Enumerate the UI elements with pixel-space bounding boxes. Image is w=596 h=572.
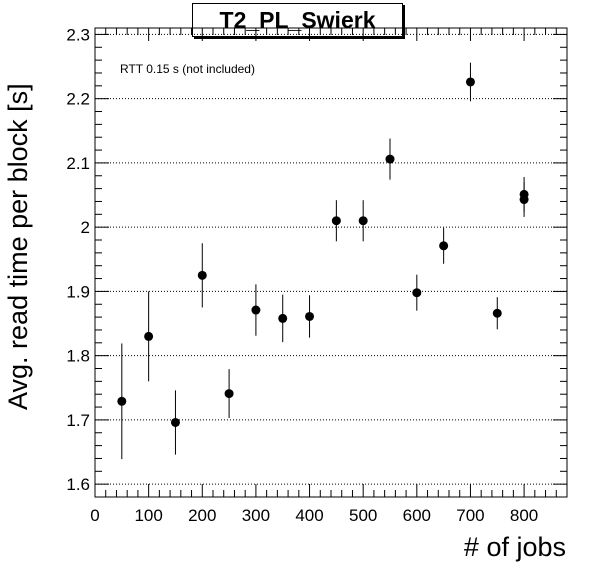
- y-tick-label: 2.1: [66, 154, 90, 173]
- x-tick-label: 600: [403, 506, 431, 525]
- data-point: [144, 331, 154, 341]
- plot-frame-rect: [94, 27, 568, 498]
- rtt-annotation: RTT 0.15 s (not included): [120, 62, 255, 76]
- data-point: [492, 308, 502, 318]
- x-axis-title: # of jobs: [464, 532, 566, 562]
- data-point: [224, 389, 234, 399]
- error-bars: [121, 62, 525, 460]
- y-axis-title: Avg. read time per block [s]: [3, 83, 33, 410]
- tick-labels: 0 100 200 300 400 500 600 700 800 1.6 1.7 1.8 1.9 2 2.…: [66, 25, 538, 525]
- data-points: [117, 77, 529, 427]
- y-tick-label: 1.9: [66, 282, 90, 301]
- x-tick-label: 400: [295, 506, 323, 525]
- data-point: [358, 216, 368, 226]
- data-point: [251, 305, 261, 315]
- plot-frame: [94, 27, 568, 498]
- y-tick-label: 2.2: [66, 90, 90, 109]
- y-tick-label: 1.8: [66, 347, 90, 366]
- x-tick-label: 0: [90, 506, 99, 525]
- x-tick-label: 800: [510, 506, 538, 525]
- data-point: [331, 216, 341, 226]
- data-point: [439, 241, 449, 251]
- data-point: [385, 154, 395, 164]
- y-tick-label: 1.7: [66, 411, 90, 430]
- axis-ticks: [94, 28, 568, 498]
- x-tick-label: 700: [456, 506, 484, 525]
- data-point: [305, 311, 315, 321]
- data-point: [412, 288, 422, 298]
- y-tick-label: 2.3: [66, 25, 90, 44]
- y-tick-label: 2: [81, 218, 90, 237]
- x-tick-label: 100: [134, 506, 162, 525]
- data-point: [519, 195, 529, 205]
- x-tick-label: 200: [188, 506, 216, 525]
- data-point: [197, 270, 207, 280]
- y-tick-label: 1.6: [66, 475, 90, 494]
- grid-lines: [95, 33, 567, 485]
- data-point: [278, 313, 288, 323]
- data-point: [117, 396, 127, 406]
- x-tick-label: 300: [242, 506, 270, 525]
- data-point: [170, 417, 180, 427]
- x-tick-label: 500: [349, 506, 377, 525]
- data-point: [465, 77, 475, 87]
